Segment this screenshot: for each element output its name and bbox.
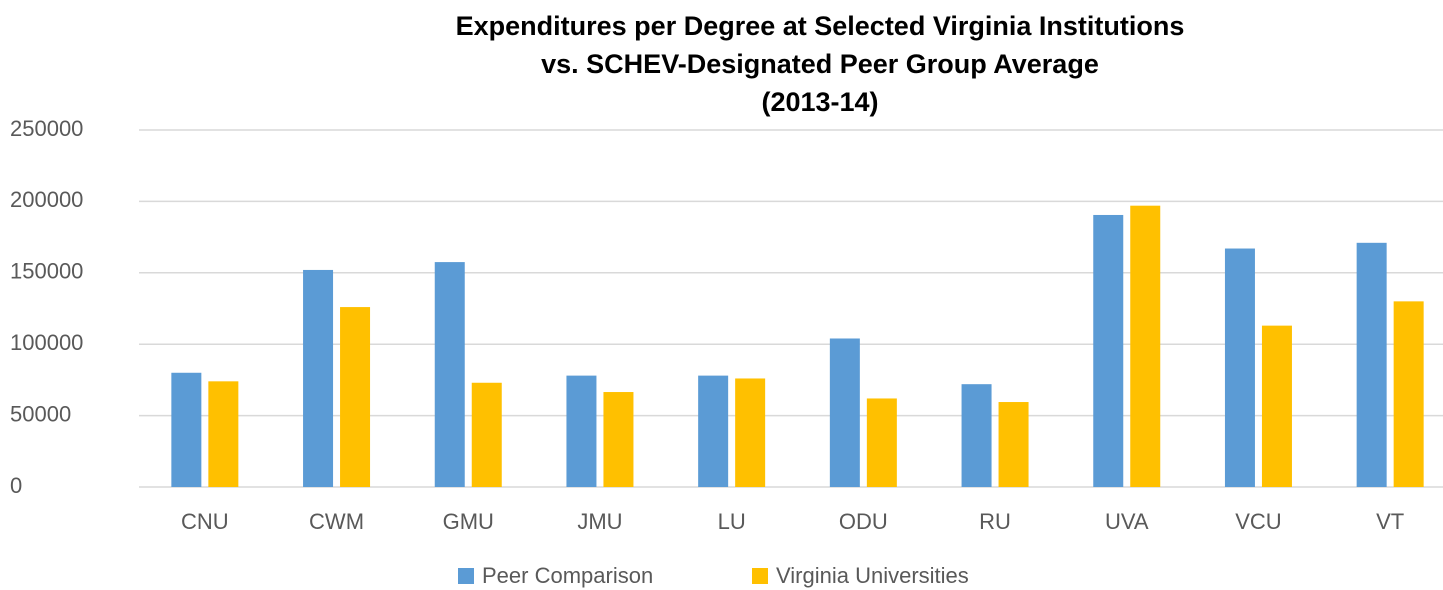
y-tick-label: 50000 bbox=[10, 401, 71, 426]
bar bbox=[471, 382, 502, 487]
bar bbox=[208, 381, 239, 487]
bar bbox=[566, 375, 597, 487]
bar bbox=[829, 338, 860, 487]
y-tick-label: 100000 bbox=[10, 330, 83, 355]
x-tick-label: GMU bbox=[443, 509, 494, 534]
x-tick-label: JMU bbox=[577, 509, 622, 534]
legend-label: Virginia Universities bbox=[776, 563, 969, 588]
x-tick-label: LU bbox=[718, 509, 746, 534]
bar bbox=[171, 372, 202, 487]
bar bbox=[961, 384, 992, 487]
bar bbox=[603, 392, 634, 487]
bar bbox=[1093, 214, 1124, 487]
x-tick-label: ODU bbox=[839, 509, 888, 534]
bar bbox=[1356, 242, 1387, 487]
chart-title: (2013-14) bbox=[761, 87, 878, 117]
bar bbox=[1393, 301, 1424, 487]
bar bbox=[1261, 325, 1292, 487]
bar bbox=[303, 269, 334, 487]
y-tick-label: 0 bbox=[10, 473, 22, 498]
x-tick-label: CWM bbox=[309, 509, 364, 534]
bar bbox=[1130, 205, 1161, 487]
bar bbox=[1224, 248, 1255, 487]
bar bbox=[340, 307, 371, 487]
bar bbox=[434, 262, 465, 487]
y-tick-label: 200000 bbox=[10, 187, 83, 212]
x-tick-label: VCU bbox=[1235, 509, 1281, 534]
legend-swatch bbox=[458, 568, 474, 584]
legend-label: Peer Comparison bbox=[482, 563, 653, 588]
x-tick-label: RU bbox=[979, 509, 1011, 534]
x-tick-label: CNU bbox=[181, 509, 229, 534]
chart-title: vs. SCHEV-Designated Peer Group Average bbox=[541, 49, 1099, 79]
bar bbox=[998, 402, 1029, 487]
bar bbox=[735, 378, 766, 487]
chart-title: Expenditures per Degree at Selected Virg… bbox=[456, 11, 1185, 41]
legend-swatch bbox=[752, 568, 768, 584]
x-tick-label: UVA bbox=[1105, 509, 1149, 534]
y-tick-label: 150000 bbox=[10, 259, 83, 284]
y-tick-label: 250000 bbox=[10, 116, 83, 141]
x-tick-label: VT bbox=[1376, 509, 1404, 534]
bar bbox=[698, 375, 729, 487]
bar bbox=[866, 398, 897, 487]
